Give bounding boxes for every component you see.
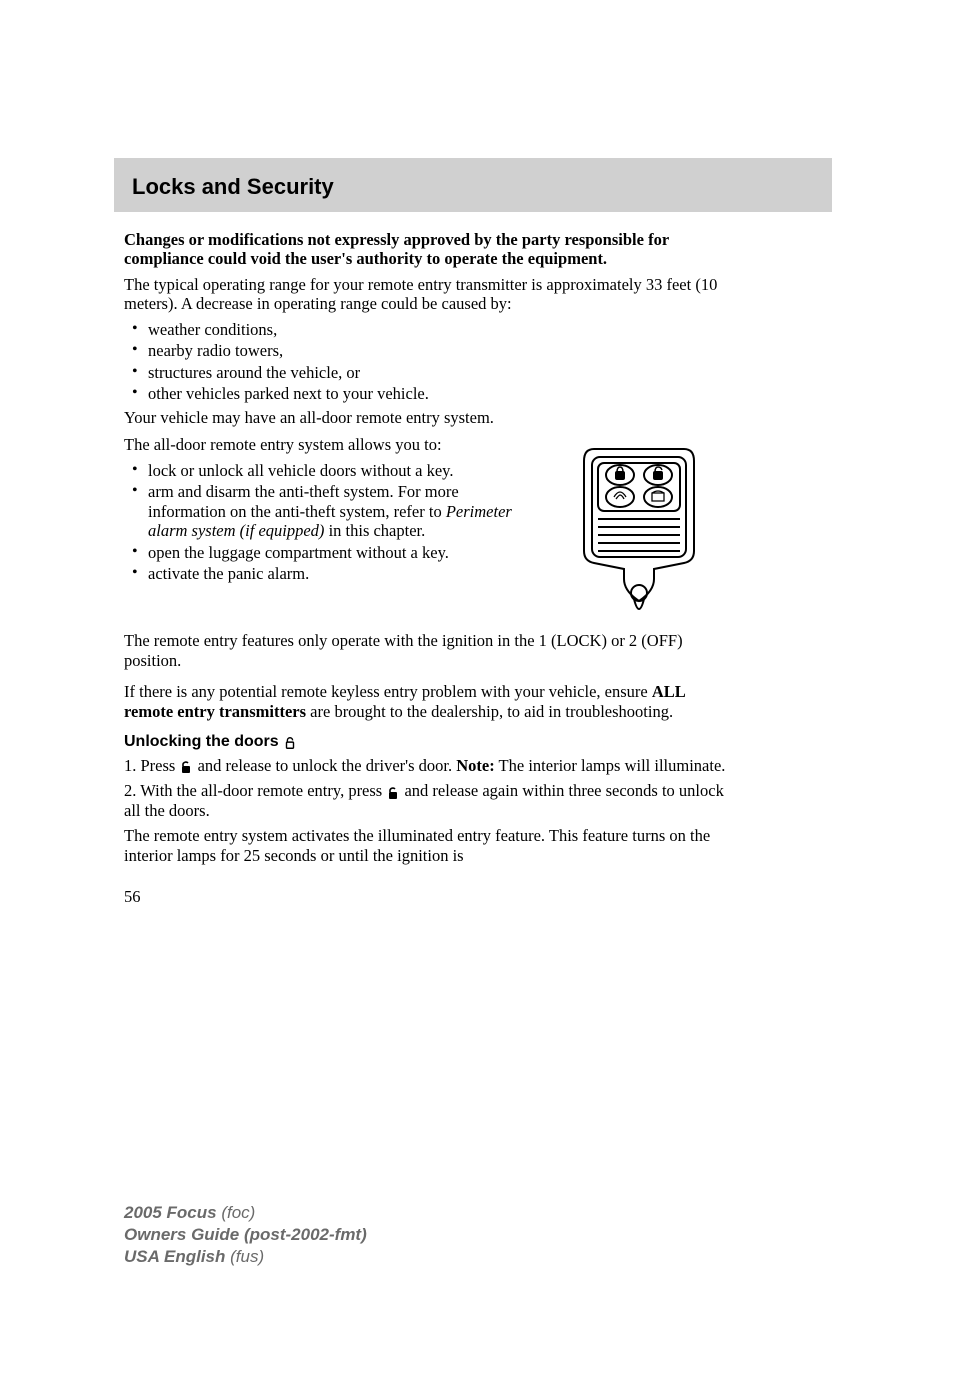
list-item: lock or unlock all vehicle doors without… — [124, 461, 529, 480]
page-number: 56 — [124, 887, 729, 906]
unlock-button-icon — [386, 786, 400, 800]
range-causes-list: weather conditions, nearby radio towers,… — [124, 320, 729, 404]
two-column-section: The all-door remote entry system allows … — [124, 435, 729, 631]
list-item: open the luggage compartment without a k… — [124, 543, 529, 562]
left-column: The all-door remote entry system allows … — [124, 435, 529, 587]
step-2: 2. With the all-door remote entry, press… — [124, 781, 729, 820]
list-item: activate the panic alarm. — [124, 564, 529, 583]
section-header-band: Locks and Security — [114, 158, 832, 212]
unlocking-doors-subheading: Unlocking the doors — [124, 733, 729, 752]
body-content: Changes or modifications not expressly a… — [124, 230, 729, 907]
list-item: other vehicles parked next to your vehic… — [124, 384, 729, 403]
unlock-icon — [283, 736, 297, 750]
alldoor-intro: The all-door remote entry system allows … — [124, 435, 529, 454]
alldoor-features-list: lock or unlock all vehicle doors without… — [124, 461, 529, 584]
list-item: nearby radio towers, — [124, 341, 729, 360]
step-1: 1. Press and release to unlock the drive… — [124, 756, 729, 775]
document-page: Locks and Security Changes or modificati… — [0, 158, 954, 907]
may-have-text: Your vehicle may have an all-door remote… — [124, 408, 729, 427]
range-intro: The typical operating range for your rem… — [124, 275, 729, 314]
right-column — [549, 435, 729, 631]
list-item: arm and disarm the anti-theft system. Fo… — [124, 482, 529, 540]
dealer-note: If there is any potential remote keyless… — [124, 682, 729, 721]
ignition-note: The remote entry features only operate w… — [124, 631, 729, 670]
illuminated-entry-text: The remote entry system activates the il… — [124, 826, 729, 865]
compliance-warning: Changes or modifications not expressly a… — [124, 230, 729, 269]
section-title: Locks and Security — [114, 174, 832, 200]
remote-keyfob-illustration — [564, 441, 714, 631]
list-item: structures around the vehicle, or — [124, 363, 729, 382]
footer-line-1: 2005 Focus (foc) — [124, 1202, 367, 1224]
list-item: weather conditions, — [124, 320, 729, 339]
unlock-button-icon — [179, 760, 193, 774]
footer-line-3: USA English (fus) — [124, 1246, 367, 1268]
